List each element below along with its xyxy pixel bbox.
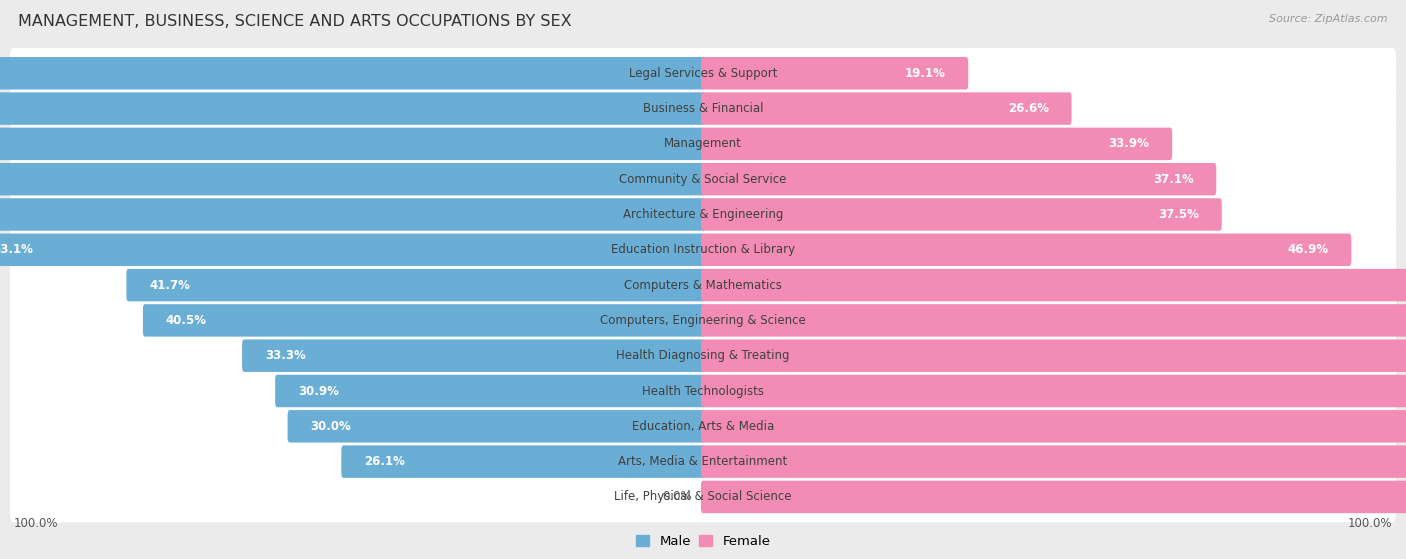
FancyBboxPatch shape (702, 234, 1351, 266)
FancyBboxPatch shape (0, 234, 704, 266)
FancyBboxPatch shape (702, 481, 1406, 513)
Text: Computers & Mathematics: Computers & Mathematics (624, 278, 782, 292)
Text: Education, Arts & Media: Education, Arts & Media (631, 420, 775, 433)
Legend: Male, Female: Male, Female (630, 529, 776, 553)
Text: Health Technologists: Health Technologists (643, 385, 763, 397)
FancyBboxPatch shape (143, 304, 704, 337)
FancyBboxPatch shape (288, 410, 704, 443)
FancyBboxPatch shape (702, 446, 1406, 478)
FancyBboxPatch shape (276, 375, 704, 408)
FancyBboxPatch shape (10, 295, 1396, 346)
Text: 30.0%: 30.0% (311, 420, 352, 433)
Text: 0.0%: 0.0% (662, 490, 692, 504)
FancyBboxPatch shape (702, 269, 1406, 301)
Text: 40.5%: 40.5% (166, 314, 207, 327)
Text: MANAGEMENT, BUSINESS, SCIENCE AND ARTS OCCUPATIONS BY SEX: MANAGEMENT, BUSINESS, SCIENCE AND ARTS O… (18, 14, 572, 29)
FancyBboxPatch shape (10, 83, 1396, 134)
FancyBboxPatch shape (702, 339, 1406, 372)
FancyBboxPatch shape (702, 57, 969, 89)
Text: 100.0%: 100.0% (1347, 518, 1392, 530)
Text: Management: Management (664, 138, 742, 150)
FancyBboxPatch shape (10, 401, 1396, 452)
Text: Source: ZipAtlas.com: Source: ZipAtlas.com (1270, 14, 1388, 24)
Text: 33.3%: 33.3% (264, 349, 305, 362)
FancyBboxPatch shape (10, 154, 1396, 205)
Text: 33.9%: 33.9% (1108, 138, 1150, 150)
Text: 46.9%: 46.9% (1288, 243, 1329, 256)
Text: 19.1%: 19.1% (904, 67, 945, 80)
FancyBboxPatch shape (10, 436, 1396, 487)
FancyBboxPatch shape (0, 127, 704, 160)
FancyBboxPatch shape (702, 304, 1406, 337)
Text: 37.5%: 37.5% (1159, 208, 1199, 221)
Text: Community & Social Service: Community & Social Service (619, 173, 787, 186)
Text: Business & Financial: Business & Financial (643, 102, 763, 115)
Text: Legal Services & Support: Legal Services & Support (628, 67, 778, 80)
FancyBboxPatch shape (702, 92, 1071, 125)
FancyBboxPatch shape (10, 119, 1396, 169)
Text: 26.6%: 26.6% (1008, 102, 1049, 115)
Text: Health Diagnosing & Treating: Health Diagnosing & Treating (616, 349, 790, 362)
Text: Architecture & Engineering: Architecture & Engineering (623, 208, 783, 221)
FancyBboxPatch shape (10, 471, 1396, 522)
FancyBboxPatch shape (10, 189, 1396, 240)
Text: 30.9%: 30.9% (298, 385, 339, 397)
FancyBboxPatch shape (242, 339, 704, 372)
Text: 100.0%: 100.0% (14, 518, 59, 530)
Text: 37.1%: 37.1% (1153, 173, 1194, 186)
FancyBboxPatch shape (342, 446, 704, 478)
FancyBboxPatch shape (0, 92, 704, 125)
FancyBboxPatch shape (702, 375, 1406, 408)
FancyBboxPatch shape (702, 163, 1216, 196)
Text: 26.1%: 26.1% (364, 455, 405, 468)
FancyBboxPatch shape (702, 127, 1173, 160)
FancyBboxPatch shape (10, 330, 1396, 381)
FancyBboxPatch shape (10, 260, 1396, 310)
FancyBboxPatch shape (0, 57, 704, 89)
Text: Computers, Engineering & Science: Computers, Engineering & Science (600, 314, 806, 327)
FancyBboxPatch shape (10, 48, 1396, 99)
FancyBboxPatch shape (702, 410, 1406, 443)
FancyBboxPatch shape (10, 366, 1396, 416)
Text: Education Instruction & Library: Education Instruction & Library (612, 243, 794, 256)
Text: 41.7%: 41.7% (149, 278, 190, 292)
Text: 53.1%: 53.1% (0, 243, 32, 256)
Text: Arts, Media & Entertainment: Arts, Media & Entertainment (619, 455, 787, 468)
FancyBboxPatch shape (0, 198, 704, 231)
FancyBboxPatch shape (702, 198, 1222, 231)
FancyBboxPatch shape (10, 224, 1396, 275)
FancyBboxPatch shape (127, 269, 704, 301)
Text: Life, Physical & Social Science: Life, Physical & Social Science (614, 490, 792, 504)
FancyBboxPatch shape (0, 163, 704, 196)
